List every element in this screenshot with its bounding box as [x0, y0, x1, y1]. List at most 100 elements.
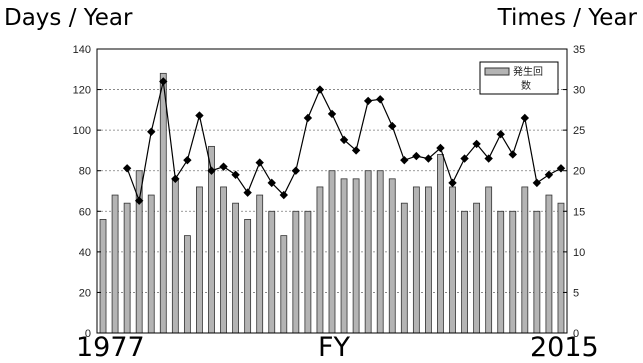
legend-box	[479, 61, 559, 95]
bar	[425, 186, 432, 334]
bar	[111, 194, 119, 334]
line-point	[339, 135, 349, 145]
legend-label-line2: 数	[521, 79, 531, 92]
right-tick-label: 35	[573, 44, 585, 56]
bar	[388, 178, 396, 334]
line-point	[279, 190, 288, 200]
bar	[497, 210, 505, 334]
right-tick-label: 10	[573, 247, 585, 259]
line-point	[508, 150, 517, 159]
bar	[99, 218, 107, 334]
bar	[400, 202, 408, 334]
bar	[232, 202, 239, 334]
line-point	[183, 155, 192, 165]
bar	[183, 235, 191, 334]
line-point	[520, 113, 530, 123]
bar	[244, 218, 252, 334]
left-tick-label: 0	[85, 328, 91, 340]
line-point	[363, 96, 373, 106]
bar	[509, 210, 517, 334]
bar	[171, 178, 179, 334]
right-tick-label: 25	[573, 125, 585, 137]
line-point	[243, 188, 252, 197]
right-axis-title: Times / Year	[497, 5, 637, 31]
bar	[292, 210, 300, 334]
line-point	[291, 166, 301, 175]
right-axis-ticks: 0 5 10 15 20 25 30 35	[563, 44, 585, 340]
line-point	[147, 127, 156, 136]
left-tick-label: 140	[73, 44, 91, 56]
x-axis-start-label: 1977	[76, 332, 145, 363]
bar	[328, 170, 336, 334]
bar	[521, 186, 529, 334]
line-point	[424, 154, 433, 163]
line-point	[351, 146, 361, 155]
line-point	[544, 170, 554, 179]
x-axis-title: FY	[318, 332, 351, 363]
line-point	[303, 113, 313, 123]
left-tick-label: 60	[79, 206, 91, 218]
line-point	[219, 162, 228, 171]
bar	[533, 210, 541, 334]
left-tick-label: 80	[79, 166, 91, 178]
legend: 発生回 数	[479, 61, 559, 95]
line-point	[532, 178, 542, 188]
legend-swatch	[484, 67, 510, 76]
line-point	[436, 143, 445, 153]
line-point	[267, 178, 276, 188]
bar	[256, 194, 264, 334]
bar	[352, 178, 360, 334]
line-series	[122, 77, 566, 205]
line-point	[388, 121, 397, 131]
x-axis-end-label: 2015	[530, 332, 599, 363]
line-point	[231, 170, 240, 179]
line-point	[207, 166, 216, 175]
line-point	[556, 164, 566, 173]
bar	[557, 202, 565, 334]
plot-frame	[96, 48, 568, 334]
right-tick-label: 15	[573, 206, 585, 218]
left-axis-ticks: 0 20 40 60 80 100 120 140	[73, 44, 101, 340]
line-point	[171, 174, 180, 184]
line-point	[484, 154, 493, 163]
bar	[449, 186, 456, 334]
line-point	[195, 111, 204, 120]
line-point	[315, 85, 325, 94]
left-tick-label: 20	[79, 287, 91, 299]
right-tick-label: 20	[573, 166, 585, 178]
bar	[280, 235, 288, 334]
line-point	[327, 109, 337, 119]
legend-label-line1: 発生回	[513, 65, 543, 78]
bar	[316, 186, 324, 334]
bar	[196, 186, 203, 334]
line-point	[472, 139, 481, 149]
left-tick-label: 120	[73, 85, 91, 97]
line-point	[255, 158, 264, 167]
bar	[340, 178, 348, 334]
line-point	[159, 77, 168, 86]
bar	[412, 186, 420, 334]
bar	[461, 210, 468, 334]
left-axis-title: Days / Year	[4, 5, 133, 31]
bar	[147, 194, 155, 334]
bar	[304, 210, 312, 334]
bar	[268, 210, 276, 334]
bar	[220, 186, 227, 334]
line-point	[460, 154, 469, 163]
bar	[159, 72, 167, 334]
bar	[123, 202, 131, 334]
bar	[473, 202, 481, 334]
left-tick-label: 40	[79, 247, 91, 259]
bar	[437, 154, 444, 334]
line-point	[122, 164, 132, 173]
line-point	[400, 155, 409, 165]
right-tick-label: 0	[573, 328, 579, 340]
bar	[545, 194, 553, 334]
left-tick-label: 100	[73, 125, 91, 137]
line-point	[496, 130, 505, 139]
line-point	[412, 151, 421, 161]
right-tick-label: 5	[573, 287, 579, 299]
bar	[376, 170, 384, 334]
bar	[485, 186, 493, 334]
